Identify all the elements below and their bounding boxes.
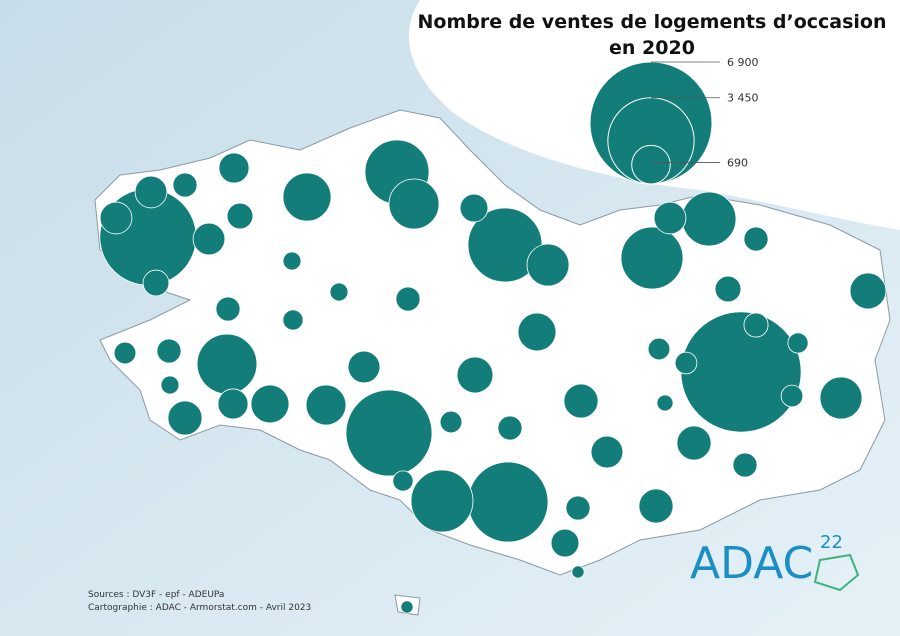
symbol	[388, 178, 440, 230]
symbol	[250, 384, 290, 424]
title-line: Nombre de ventes de logements d’occasion	[417, 11, 886, 33]
symbol	[282, 309, 304, 331]
symbol	[526, 243, 570, 287]
symbol	[282, 172, 332, 222]
symbol	[681, 191, 737, 247]
symbol	[732, 452, 758, 478]
symbol	[160, 375, 180, 395]
symbol	[849, 272, 887, 310]
symbol	[395, 286, 421, 312]
symbol	[142, 269, 170, 297]
symbol	[347, 350, 381, 384]
legend-label: 3 450	[727, 92, 759, 105]
symbol	[517, 312, 557, 352]
symbol	[497, 415, 523, 441]
sources: Sources : DV3F - epf - ADEUPa	[88, 590, 224, 600]
credits: Cartographie : ADAC - Armorstat.com - Av…	[88, 603, 311, 613]
symbol	[676, 425, 712, 461]
symbol	[167, 400, 203, 436]
symbol	[563, 383, 599, 419]
symbol	[134, 175, 168, 209]
symbol	[215, 296, 241, 322]
symbol	[459, 193, 489, 223]
symbol	[590, 435, 624, 469]
symbol	[565, 495, 591, 521]
symbol	[638, 488, 674, 524]
symbol	[329, 282, 349, 302]
symbol	[780, 384, 804, 408]
symbol	[714, 275, 742, 303]
symbol	[218, 152, 250, 184]
symbol	[467, 461, 549, 543]
symbol	[410, 469, 474, 533]
symbol	[456, 356, 494, 394]
symbol	[743, 312, 769, 338]
legend-label: 6 900	[727, 56, 759, 69]
symbol	[550, 528, 580, 558]
symbol	[226, 202, 254, 230]
symbol	[571, 565, 585, 579]
symbol	[392, 470, 414, 492]
symbol	[400, 600, 414, 614]
symbol	[99, 201, 133, 235]
symbol	[282, 251, 302, 271]
symbol	[647, 337, 671, 361]
symbol	[156, 338, 182, 364]
symbol	[345, 389, 433, 477]
symbol	[819, 376, 863, 420]
symbol	[743, 226, 769, 252]
legend-circle	[631, 144, 671, 185]
symbol	[653, 201, 687, 235]
symbol	[192, 222, 226, 256]
symbol	[113, 341, 137, 365]
symbol	[305, 384, 347, 426]
symbol	[674, 351, 698, 375]
symbol	[196, 333, 258, 395]
logo-text: ADAC	[690, 538, 813, 589]
symbol	[620, 226, 684, 290]
legend-label: 690	[727, 156, 748, 169]
symbol	[656, 394, 674, 412]
logo-number: 22	[820, 532, 843, 553]
symbol	[439, 410, 463, 434]
logo-shape	[813, 553, 860, 592]
symbol	[787, 332, 809, 354]
title-line: en 2020	[609, 37, 695, 59]
symbol	[217, 388, 249, 420]
symbol	[172, 172, 198, 198]
symbol	[680, 311, 802, 433]
